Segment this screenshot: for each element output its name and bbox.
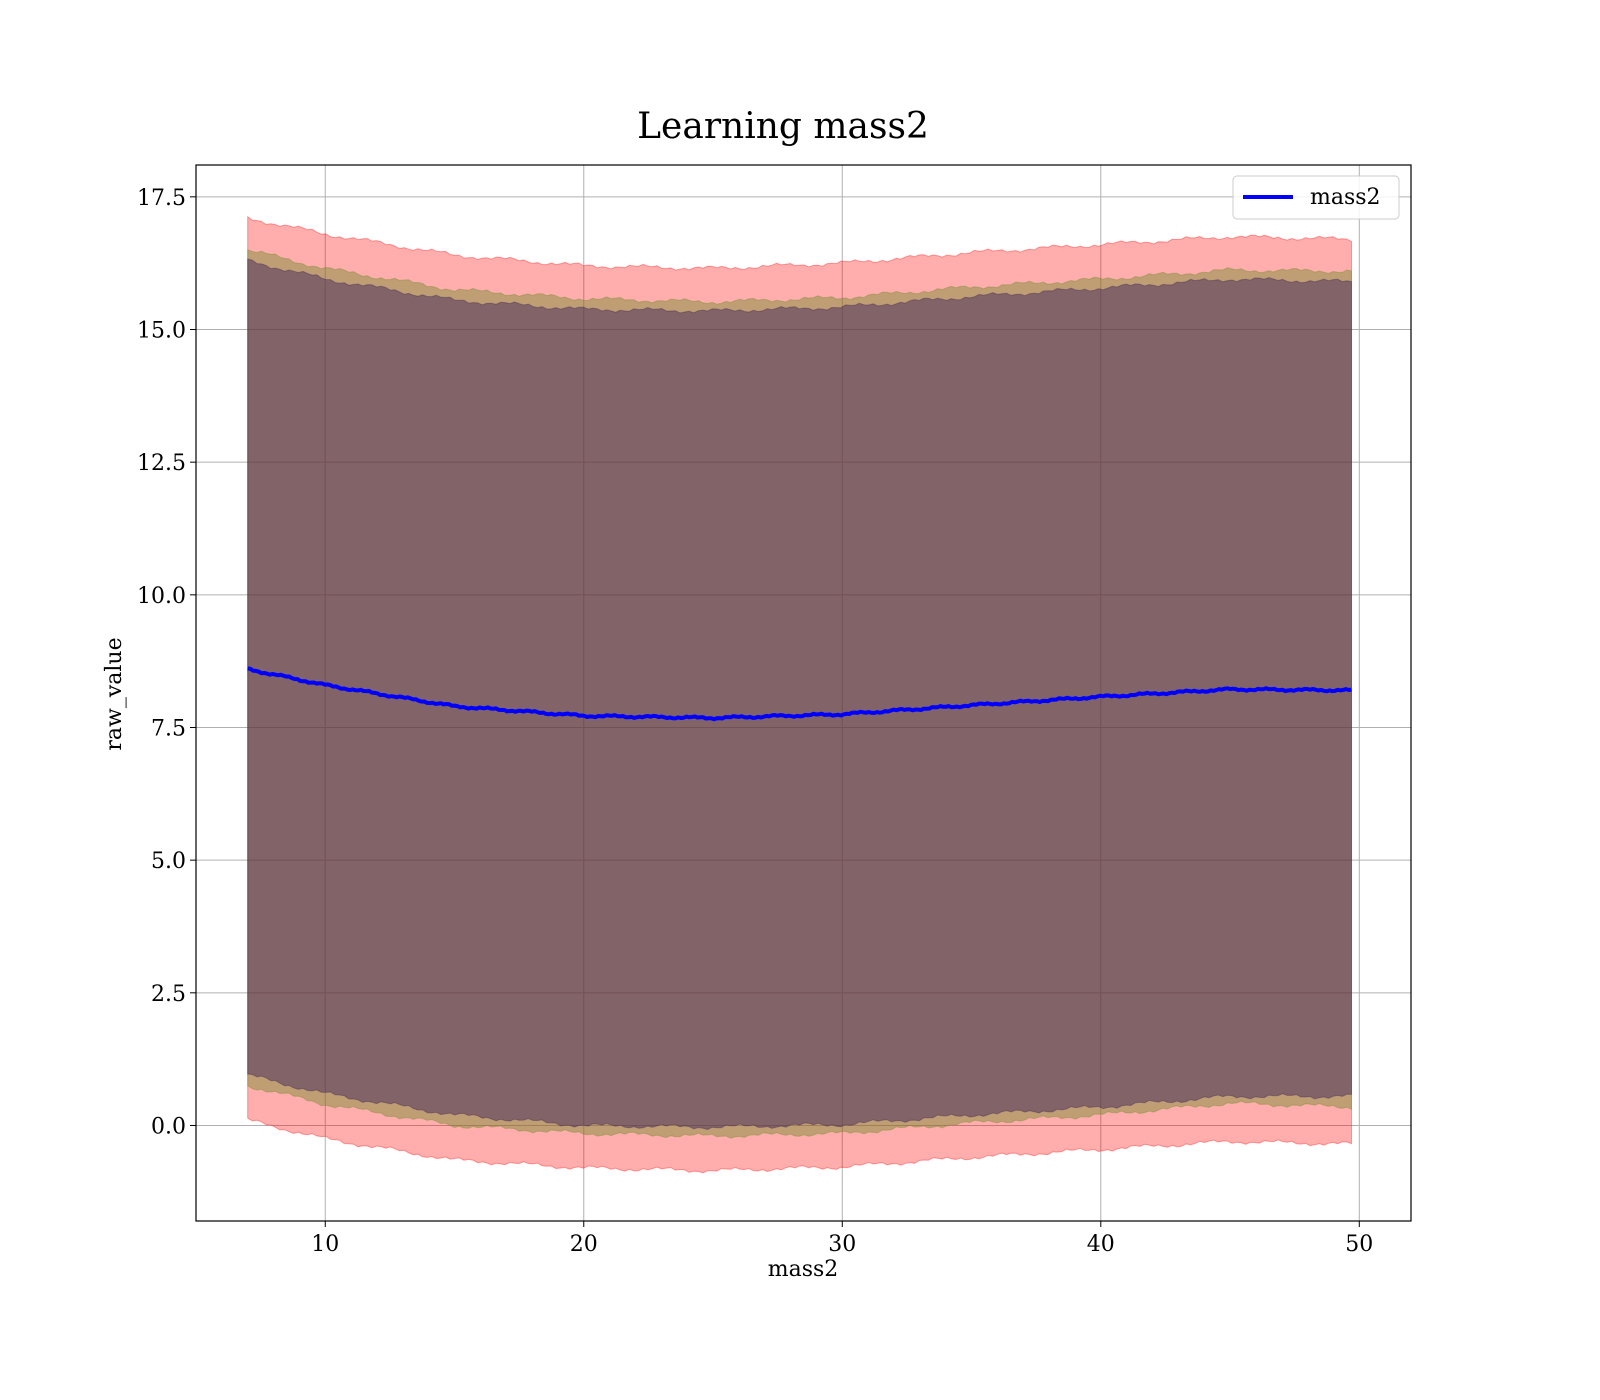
x-ticks: 10 20 30 40 50 bbox=[311, 1221, 1373, 1257]
x-tick-label: 20 bbox=[570, 1232, 598, 1257]
y-tick-label: 5.0 bbox=[151, 849, 186, 874]
band-2 bbox=[247, 258, 1352, 1131]
legend-label: mass2 bbox=[1310, 185, 1381, 210]
y-tick-label: 0.0 bbox=[151, 1114, 186, 1139]
plot-frame bbox=[195, 164, 1412, 1222]
x-tick-label: 10 bbox=[311, 1232, 339, 1257]
grid bbox=[196, 165, 1411, 1221]
x-tick-label: 50 bbox=[1345, 1232, 1373, 1257]
y-axis-label: raw_value bbox=[102, 637, 127, 750]
legend-box bbox=[1232, 175, 1400, 220]
band-0 bbox=[247, 215, 1352, 1174]
x-tick-label: 30 bbox=[828, 1232, 856, 1257]
series-line-mass2 bbox=[247, 666, 1352, 722]
y-tick-label: 2.5 bbox=[151, 982, 186, 1007]
y-tick-label: 17.5 bbox=[137, 186, 186, 211]
y-tick-label: 12.5 bbox=[137, 451, 186, 476]
y-ticks: 0.0 2.5 5.0 7.5 10.0 12.5 15.0 17.5 bbox=[137, 186, 196, 1139]
band-1 bbox=[247, 249, 1352, 1139]
x-tick-label: 40 bbox=[1087, 1232, 1115, 1257]
y-tick-label: 10.0 bbox=[137, 584, 186, 609]
series-lines bbox=[247, 666, 1352, 722]
y-tick-label: 15.0 bbox=[137, 319, 186, 344]
chart-title: Learning mass2 bbox=[637, 106, 929, 147]
y-tick-label: 7.5 bbox=[151, 716, 186, 741]
legend: mass2 bbox=[1232, 175, 1400, 220]
x-axis-label: mass2 bbox=[768, 1257, 839, 1282]
confidence-bands bbox=[247, 215, 1352, 1174]
